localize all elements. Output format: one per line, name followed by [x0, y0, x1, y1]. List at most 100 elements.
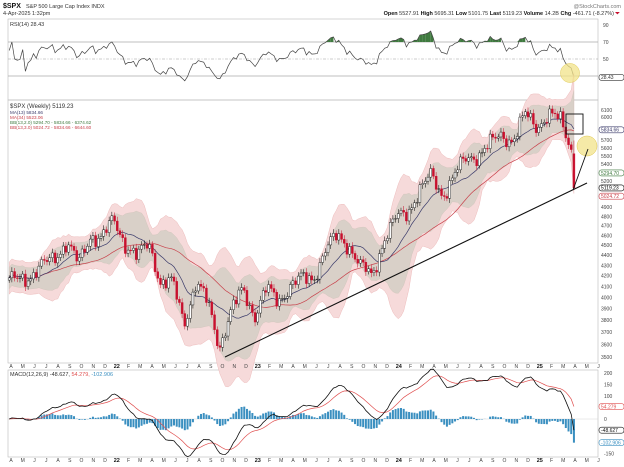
- candle-body: [486, 148, 489, 150]
- symbol: $SPX: [3, 3, 21, 10]
- macd-histogram-bar: [416, 413, 419, 419]
- candle-body: [34, 272, 38, 278]
- candle-body: [478, 152, 481, 166]
- rsi-overbought-fill: [460, 38, 464, 42]
- ma13-legend: MA(13) 5834.66: [10, 110, 43, 115]
- candle-body: [337, 233, 341, 241]
- price-value-badge: 5024.72: [601, 194, 619, 200]
- candle-body: [432, 168, 435, 177]
- candle-body: [321, 255, 324, 263]
- price-axis-tick: 5200: [601, 179, 612, 185]
- candle-body: [40, 259, 43, 267]
- macd-line: [9, 368, 575, 458]
- candle-body: [229, 309, 232, 322]
- macd-histogram-bar: [132, 419, 135, 428]
- macd-x-axis-tick: 23: [255, 458, 261, 464]
- candle-body: [289, 284, 292, 297]
- candle-body: [397, 213, 400, 219]
- candle-body: [64, 245, 68, 253]
- candle-body: [513, 138, 516, 143]
- rsi-overbought-fill: [422, 34, 426, 42]
- annotation-arrow-line: [572, 148, 589, 191]
- candle-body: [510, 139, 513, 143]
- candle-body: [272, 288, 276, 293]
- bb3-legend: BB(13,3.0) 5024.72 - 5834.66 - 6644.60: [10, 125, 92, 130]
- candle-body: [53, 252, 57, 264]
- candle-body: [183, 313, 187, 327]
- macd-histogram-bar: [435, 415, 438, 419]
- macd-x-axis-tick: S: [491, 458, 495, 464]
- macd-histogram-bar: [27, 419, 30, 421]
- price-axis-tick: 6100: [601, 108, 612, 114]
- macd-x-axis-tick: M: [444, 458, 448, 464]
- candle-body: [137, 248, 141, 260]
- candle-body: [51, 252, 54, 258]
- macd-x-axis-tick: M: [162, 458, 166, 464]
- price-layer: [7, 72, 576, 388]
- macd-histogram-bar: [135, 419, 138, 429]
- macd-histogram-bar: [73, 416, 76, 419]
- macd-histogram-bar: [254, 415, 257, 419]
- macd-histogram-bar: [462, 416, 465, 419]
- price-x-axis-tick: J: [45, 364, 48, 370]
- macd-x-axis-tick: A: [197, 458, 201, 464]
- macd-histogram-bar: [399, 408, 402, 419]
- macd-histogram-bar: [289, 416, 292, 419]
- candle-body: [356, 259, 359, 264]
- candle-body: [26, 280, 30, 287]
- macd-histogram-bar: [345, 418, 348, 419]
- macd-x-axis-tick: O: [503, 458, 507, 464]
- candle-body: [134, 247, 138, 260]
- candle-body: [329, 236, 332, 246]
- candle-body: [113, 215, 116, 222]
- candle-body: [418, 184, 422, 203]
- candle-body: [416, 202, 419, 204]
- price-axis-tick: 4400: [601, 253, 612, 259]
- candle-body: [126, 249, 130, 254]
- candle-body: [226, 321, 230, 337]
- candle-body: [399, 210, 403, 214]
- macd-x-axis-tick: J: [45, 458, 48, 464]
- macd-histogram-bar: [418, 411, 421, 419]
- macd-histogram-bar: [291, 414, 294, 419]
- macd-histogram-bar: [216, 419, 219, 425]
- candle-body: [467, 157, 470, 162]
- candle-body: [424, 180, 427, 184]
- candle-body: [570, 144, 573, 150]
- price-legend: $SPX (Weekly) 5119.23 MA(13) 5834.66 MA(…: [10, 104, 92, 130]
- macd-x-axis-tick: A: [338, 458, 342, 464]
- rsi-overbought-fill: [490, 36, 493, 42]
- macd-histogram-bar: [264, 412, 267, 419]
- price-x-axis-tick: J: [456, 364, 459, 370]
- macd-histogram-bar: [389, 412, 392, 419]
- candle-body: [543, 122, 546, 124]
- macd-histogram-bar: [143, 419, 146, 425]
- price-x-axis-tick: S: [209, 364, 213, 370]
- macd-histogram-bar: [427, 410, 430, 419]
- price-x-axis-tick: S: [491, 364, 495, 370]
- macd-histogram-bar: [116, 416, 119, 419]
- candle-body: [464, 158, 468, 162]
- macd-histogram-bar: [173, 419, 176, 426]
- macd-histogram-bar: [410, 412, 413, 419]
- macd-histogram-bar: [329, 410, 332, 419]
- candle-body: [110, 215, 114, 221]
- candle-body: [99, 236, 103, 239]
- macd-histogram-bar: [124, 419, 127, 425]
- candle-body: [529, 113, 532, 118]
- candle-body: [89, 238, 92, 247]
- macd-histogram-bar: [556, 419, 559, 422]
- price-x-axis-tick: J: [315, 364, 318, 370]
- price-x-axis-tick: A: [338, 364, 342, 370]
- candle-body: [213, 314, 216, 330]
- annotations: [224, 63, 598, 358]
- candle-body: [361, 259, 365, 263]
- macd-signal-line: [9, 375, 575, 451]
- macd-histogram-bar: [310, 416, 313, 419]
- candle-body: [48, 257, 51, 262]
- price-x-axis-tick: J: [468, 364, 471, 370]
- macd-histogram-bar: [470, 416, 473, 419]
- macd-x-axis-tick: O: [221, 458, 225, 464]
- candle-body: [383, 240, 386, 249]
- macd-histogram-bar: [62, 414, 65, 419]
